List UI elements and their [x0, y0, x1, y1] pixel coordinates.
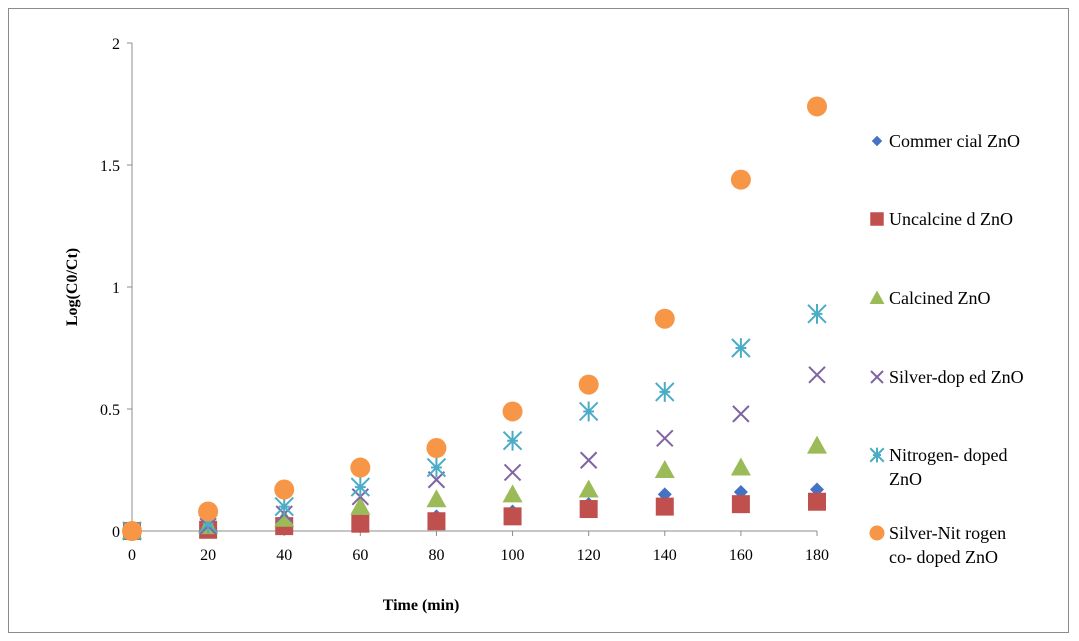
data-point — [655, 497, 674, 516]
data-point — [730, 169, 751, 190]
data-point — [122, 521, 142, 541]
data-point — [502, 401, 523, 422]
legend-item: Silver-dop ed ZnO — [870, 367, 1024, 387]
x-tick-label: 160 — [729, 547, 753, 564]
legend-label: Uncalcine d ZnO — [889, 209, 1013, 229]
y-tick-label: 1 — [112, 280, 120, 297]
legend-item: Uncalcine d ZnO — [870, 209, 1013, 229]
legend-marker — [869, 290, 885, 304]
x-tick-label: 0 — [128, 547, 136, 564]
legend-marker — [871, 135, 883, 147]
data-point — [578, 374, 599, 395]
x-axis-title: Time (min) — [383, 597, 460, 614]
data-point — [350, 477, 371, 497]
data-point — [502, 484, 523, 503]
legend-marker — [869, 447, 885, 463]
legend-marker — [870, 212, 884, 226]
tick-labels: 00.511.520 20 40 60 80 100 120 140 160 180 — [100, 36, 829, 564]
data-point — [808, 366, 826, 384]
legend-marker — [869, 525, 885, 541]
legend-label: Calcined ZnO — [889, 288, 990, 308]
y-tick-label: 0 — [112, 524, 120, 541]
legend-label: Silver-Nit rogen — [889, 523, 1006, 543]
data-point — [654, 308, 675, 329]
legend-marker — [870, 370, 884, 384]
x-tick-label: 140 — [653, 547, 677, 564]
data-point — [578, 401, 599, 422]
legend-label: ZnO — [889, 469, 922, 489]
data-point — [656, 429, 674, 447]
y-tick-label: 0.5 — [100, 402, 120, 419]
data-point — [807, 96, 827, 117]
legend-item: Silver-Nit rogen co- doped ZnO — [869, 523, 1006, 567]
legend-item: Commer cial ZnO — [871, 131, 1020, 151]
data-point — [732, 405, 750, 423]
x-tick-label: 80 — [428, 547, 444, 564]
legend-label: Silver-dop ed ZnO — [889, 367, 1024, 387]
data-point — [654, 460, 675, 478]
y-tick-label: 2 — [112, 36, 120, 53]
y-tick-label: 1.5 — [100, 158, 120, 175]
legend-item: Calcined ZnO — [869, 288, 990, 308]
data-point — [578, 479, 599, 498]
data-point — [351, 514, 370, 533]
data-point — [427, 512, 446, 531]
data-point — [274, 479, 295, 500]
data-point — [426, 489, 447, 508]
legend-item: Nitrogen- doped ZnO — [869, 445, 1007, 489]
x-tick-label: 60 — [352, 547, 368, 564]
data-point — [808, 492, 826, 511]
chart-frame — [8, 8, 1069, 633]
data-point — [807, 435, 827, 454]
data-point — [350, 457, 371, 478]
data-point — [274, 508, 295, 527]
data-point — [503, 463, 522, 482]
data-point — [198, 513, 218, 534]
data-point — [426, 438, 447, 459]
x-tick-label: 100 — [501, 547, 525, 564]
axes — [127, 42, 818, 536]
legend-label: co- doped ZnO — [889, 547, 998, 567]
data-point — [502, 430, 523, 451]
data-point — [655, 382, 675, 402]
data-point — [579, 500, 598, 519]
data-points — [122, 96, 827, 541]
data-point — [198, 501, 219, 522]
data-point — [807, 303, 827, 324]
data-point — [274, 496, 294, 517]
data-point — [426, 457, 447, 478]
data-point — [731, 495, 750, 514]
data-point — [579, 451, 598, 469]
legend: Commer cial ZnO Uncalcine d ZnO Calcined Z… — [869, 131, 1024, 567]
data-point — [503, 507, 522, 526]
y-axis-title: Log(C0/Ct) — [64, 248, 81, 326]
legend-label: Commer cial ZnO — [889, 131, 1020, 151]
data-point — [427, 471, 446, 489]
x-tick-label: 20 — [200, 547, 216, 564]
data-point — [731, 338, 751, 358]
x-tick-label: 180 — [805, 547, 829, 564]
legend-label: Nitrogen- doped — [889, 445, 1007, 465]
x-tick-label: 40 — [276, 547, 292, 564]
data-point — [730, 457, 751, 476]
x-tick-label: 120 — [577, 547, 601, 564]
data-point — [350, 496, 371, 515]
